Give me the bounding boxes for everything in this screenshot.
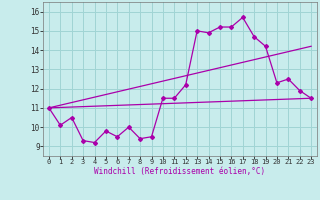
X-axis label: Windchill (Refroidissement éolien,°C): Windchill (Refroidissement éolien,°C): [94, 167, 266, 176]
